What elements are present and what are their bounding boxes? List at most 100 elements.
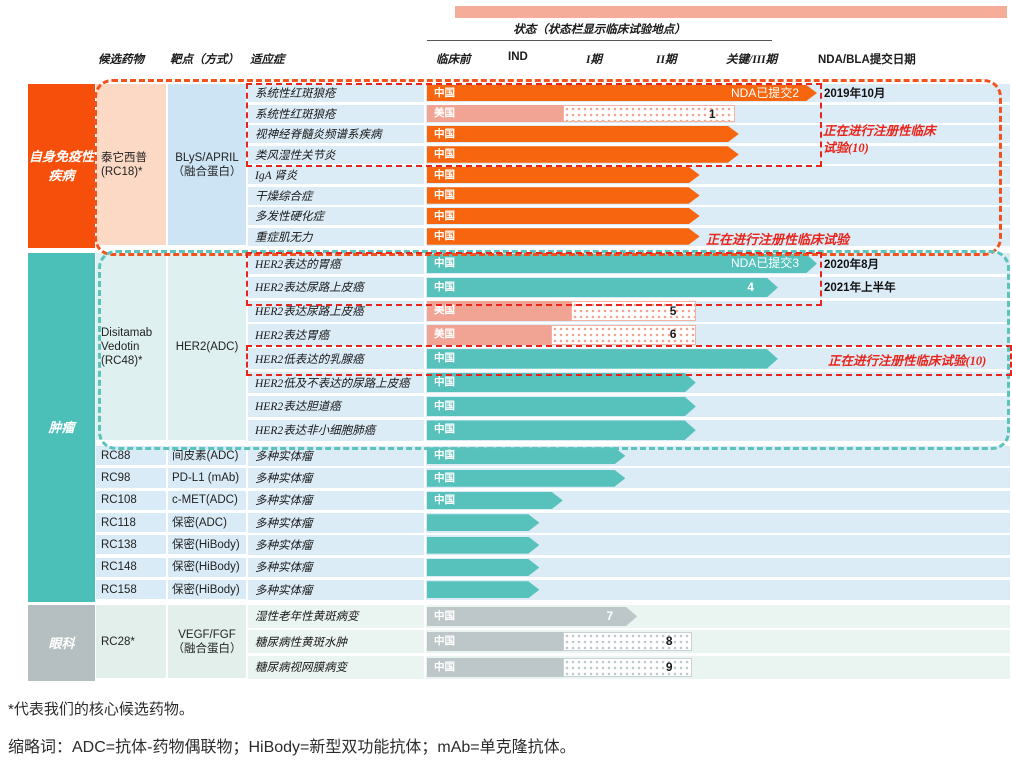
bar-region-label: 中国 <box>434 86 455 99</box>
phase-track <box>426 512 1010 533</box>
bar-region-label: 中国 <box>434 635 455 648</box>
footnote-number: 9 <box>665 659 673 674</box>
phase-track: 中国 <box>426 446 1010 466</box>
target-cell-rc28: VEGF/FGF（融合蛋白） <box>168 605 246 679</box>
phase-track: 中国 <box>426 145 1010 164</box>
phase-track: 美国 6 <box>426 324 1010 346</box>
target-cell-rc18: BLyS/APRIL（融合蛋白） <box>168 84 246 245</box>
column-header-indication: 适应症 <box>250 54 285 66</box>
drug-cell-rc18: 泰它西普 (RC18)* <box>96 84 166 245</box>
target-cell-rc148: 保密(HiBody) <box>168 557 246 577</box>
planned-trial-bar <box>551 325 696 345</box>
planned-trial-bar <box>562 657 692 677</box>
column-header-preclinical: 临床前 <box>436 54 471 66</box>
indication-cell: 多种实体瘤 <box>248 579 424 600</box>
progress-bar: 中国 <box>427 447 625 464</box>
indication-cell: IgA 肾炎 <box>248 166 424 184</box>
progress-bar: 中国 <box>427 470 625 487</box>
nda-date: 2021年上半年 <box>824 282 896 295</box>
status-header-underline <box>427 40 772 41</box>
category-block-oncology: 肿瘤 <box>28 253 95 602</box>
footnote-number: 7 <box>606 608 614 623</box>
indication-cell: 视神经脊髓炎频谱系疾病 <box>248 125 424 143</box>
planned-trial-bar <box>562 632 692 652</box>
drug-cell-rc148: RC148 <box>96 557 166 577</box>
column-header-ind-phase: IND <box>508 51 528 63</box>
indication-cell: HER2表达尿路上皮癌 <box>248 300 424 322</box>
column-header-drug: 候选药物 <box>98 54 144 66</box>
phase-track: 中国 <box>426 125 1010 143</box>
bar-region-label: 中国 <box>434 449 455 462</box>
indication-cell: 多种实体瘤 <box>248 468 424 489</box>
indication-cell: 多发性硬化症 <box>248 207 424 225</box>
bar-region-label: 中国 <box>434 280 455 293</box>
indication-cell: 系统性红斑狼疮 <box>248 84 424 102</box>
bar-region-label: 中国 <box>434 127 455 140</box>
phase-track: 中国 NDA已提交2 <box>426 84 1010 102</box>
progress-bar <box>427 537 539 554</box>
phase-track <box>426 557 1010 578</box>
bar-status-label: NDA已提交2 <box>730 85 799 100</box>
drug-cell-rc48: Disitamab Vedotin (RC48)* <box>96 253 166 441</box>
bar-region-label: 中国 <box>434 209 455 222</box>
target-cell-rc138: 保密(HiBody) <box>168 535 246 555</box>
footnote-abbreviations: 缩略词：ADC=抗体-药物偶联物；HiBody=新型双功能抗体；mAb=单克隆抗… <box>8 739 576 756</box>
target-cell-rc158: 保密(HiBody) <box>168 579 246 600</box>
progress-bar: 中国 <box>427 228 700 245</box>
bar-region-label: 中国 <box>434 148 455 161</box>
indication-cell: 重症肌无力 <box>248 227 424 246</box>
progress-bar: 中国 <box>427 208 700 225</box>
phase-track: 中国 <box>426 468 1010 489</box>
target-cell-rc118: 保密(ADC) <box>168 512 246 533</box>
progress-bar <box>427 581 539 598</box>
phase-track: 中国 4 <box>426 276 1010 299</box>
column-header-phase2: II期 <box>656 54 677 66</box>
bar-region-label: 中国 <box>434 609 455 622</box>
category-block-eye: 眼科 <box>28 605 95 681</box>
indication-cell: HER2表达尿路上皮癌 <box>248 276 424 299</box>
phase-track: 中国 <box>426 419 1010 441</box>
phase-track: 中国 <box>426 166 1010 184</box>
drug-cell-rc138: RC138 <box>96 535 166 555</box>
drug-cell-rc98: RC98 <box>96 468 166 488</box>
phase-track: 中国 <box>426 348 1010 370</box>
progress-bar: 中国 NDA已提交3 <box>427 254 817 274</box>
drug-cell-rc28: RC28* <box>96 605 166 679</box>
drug-cell-rc88: RC88 <box>96 446 166 466</box>
indication-cell: HER2低及不表达的尿路上皮癌 <box>248 372 424 394</box>
phase-track: 美国 5 <box>426 300 1010 322</box>
progress-bar: 中国 <box>427 373 696 393</box>
column-header-phase1: I期 <box>586 54 602 66</box>
bar-region-label: 中国 <box>434 423 455 436</box>
column-header-target: 靶点（方式） <box>170 54 239 66</box>
planned-trial-bar <box>570 301 696 321</box>
bar-region-label: 中国 <box>434 189 455 202</box>
progress-bar: 中国 <box>427 146 739 163</box>
progress-bar: 中国 <box>427 632 563 652</box>
decorative-strip <box>455 6 1007 18</box>
phase-track: 中国 <box>426 186 1010 205</box>
bar-region-label: 中国 <box>434 660 455 673</box>
target-cell-rc48: HER2(ADC) <box>168 253 246 441</box>
indication-cell: HER2表达胆道癌 <box>248 395 424 418</box>
progress-bar: 中国 <box>427 397 696 417</box>
annotation-registration-trials-1: 正在进行注册性临床试验(10) <box>823 124 936 155</box>
indication-cell: 多种实体瘤 <box>248 557 424 578</box>
footnote-number: 6 <box>669 327 677 342</box>
drug-cell-rc118: RC118 <box>96 512 166 533</box>
phase-track: 中国 NDA已提交3 <box>426 253 1010 275</box>
bar-region-label: 中国 <box>434 493 455 506</box>
pipeline-body: 自身免疫性疾病 泰它西普 (RC18)* BLyS/APRIL（融合蛋白） 系统性红斑… <box>28 84 1010 681</box>
indication-cell: 多种实体瘤 <box>248 535 424 555</box>
target-cell-rc108: c-MET(ADC) <box>168 490 246 510</box>
progress-bar: 中国 <box>427 126 739 143</box>
phase-track: 中国 <box>426 227 1010 246</box>
phase-track: 中国 <box>426 395 1010 418</box>
bar-region-label: 中国 <box>434 471 455 484</box>
category-block-autoimmune: 自身免疫性疾病 <box>28 84 95 248</box>
planned-trial-bar <box>562 105 735 122</box>
indication-cell: 糖尿病视网膜病变 <box>248 655 424 679</box>
nda-date: 2020年8月 <box>824 258 879 271</box>
drug-cell-rc158: RC158 <box>96 579 166 600</box>
